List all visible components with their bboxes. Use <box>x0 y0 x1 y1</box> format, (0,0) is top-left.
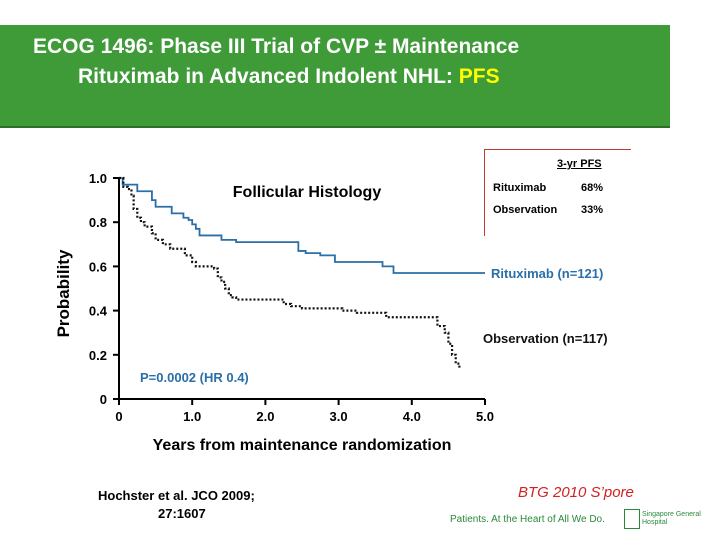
title-prefix: Rituximab in Advanced Indolent NHL: <box>78 65 459 88</box>
chart-title: Follicular Histology <box>233 184 382 201</box>
series-label-rituximab: Rituximab (n=121) <box>491 266 603 281</box>
series-label-observation: Observation (n=117) <box>483 331 608 346</box>
title-banner: ECOG 1496: Phase III Trial of CVP ± Main… <box>0 25 670 128</box>
x-tick-label: 4.0 <box>403 409 421 424</box>
pfs-summary-box: 3-yr PFS Rituximab 68% Observation 33% <box>484 149 631 236</box>
y-tick-label: 0 <box>100 392 107 407</box>
x-tick-label: 5.0 <box>476 409 494 424</box>
observation-survival-curve <box>119 176 461 369</box>
citation-line2: 27:1607 <box>158 506 206 521</box>
slide-title-line1: ECOG 1496: Phase III Trial of CVP ± Main… <box>33 35 520 58</box>
x-tick-label: 0 <box>115 409 122 424</box>
hospital-name: Singapore General Hospital <box>642 511 701 526</box>
y-tick-label: 1.0 <box>89 171 107 186</box>
p-value-annotation: P=0.0002 (HR 0.4) <box>140 370 249 385</box>
pfs-rituximab-label: Rituximab <box>493 182 547 194</box>
x-tick-label: 2.0 <box>256 409 274 424</box>
pfs-observation-label: Observation <box>493 204 558 216</box>
hospital-logo-icon <box>624 509 640 529</box>
x-axis-label: Years from maintenance randomization <box>153 437 452 454</box>
hospital-slogan: Patients. At the Heart of All We Do. <box>450 514 605 525</box>
footer-tag: BTG 2010 S’pore <box>518 484 634 501</box>
y-axis-label: Probability <box>54 249 73 337</box>
citation-line1: Hochster et al. JCO 2009; <box>98 488 255 503</box>
slide-title-line2: Rituximab in Advanced Indolent NHL: PFS <box>78 65 500 89</box>
x-tick-label: 1.0 <box>183 409 201 424</box>
pfs-header: 3-yr PFS <box>557 158 602 170</box>
y-tick-label: 0.8 <box>89 215 107 230</box>
y-tick-label: 0.2 <box>89 348 107 363</box>
pfs-observation-value: 33% <box>581 204 604 216</box>
y-tick-label: 0.4 <box>89 304 108 319</box>
pfs-rituximab-value: 68% <box>581 182 604 194</box>
y-tick-label: 0.6 <box>89 259 107 274</box>
title-highlight-pfs: PFS <box>458 65 500 88</box>
rituximab-survival-curve <box>119 177 485 274</box>
km-survival-chart: 0 1.0 2.0 3.0 4.0 5.0 0 0.2 0.4 0.6 0.8 1.0 Years fr… <box>54 171 608 454</box>
x-tick-label: 3.0 <box>330 409 348 424</box>
